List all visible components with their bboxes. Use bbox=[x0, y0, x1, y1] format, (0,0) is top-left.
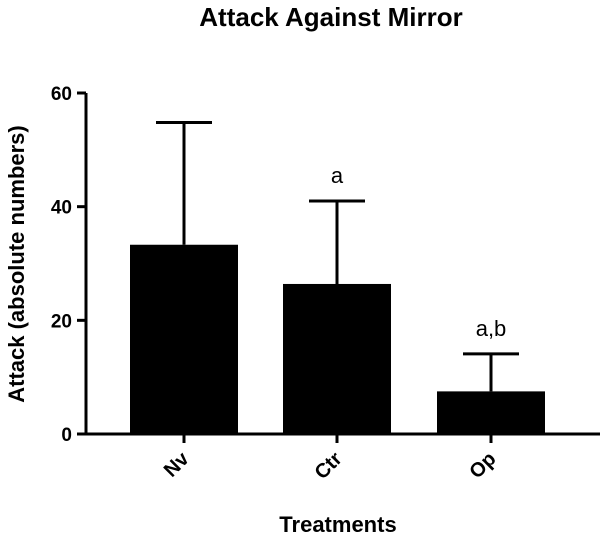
y-axis-label: Attack (absolute numbers) bbox=[4, 125, 29, 403]
significance-label-op: a,b bbox=[476, 316, 507, 341]
x-tick-label-nv: Nv bbox=[160, 447, 194, 481]
y-tick-label: 60 bbox=[51, 84, 72, 105]
x-axis-label: Treatments bbox=[279, 512, 396, 537]
x-tick-label-op: Op bbox=[465, 448, 500, 483]
chart-title: Attack Against Mirror bbox=[199, 2, 462, 32]
y-tick-label: 20 bbox=[51, 311, 72, 332]
significance-label-ctr: a bbox=[331, 163, 344, 188]
x-tick-label-ctr: Ctr bbox=[311, 448, 347, 484]
bar-nv bbox=[130, 244, 238, 434]
bar-ctr bbox=[283, 283, 391, 434]
bar-op bbox=[437, 391, 545, 434]
y-tick-label: 0 bbox=[61, 425, 72, 446]
plot-area: 0 20 40 60 Nv a Ctr a,b Op bbox=[51, 84, 600, 484]
y-tick-label: 40 bbox=[51, 198, 72, 219]
